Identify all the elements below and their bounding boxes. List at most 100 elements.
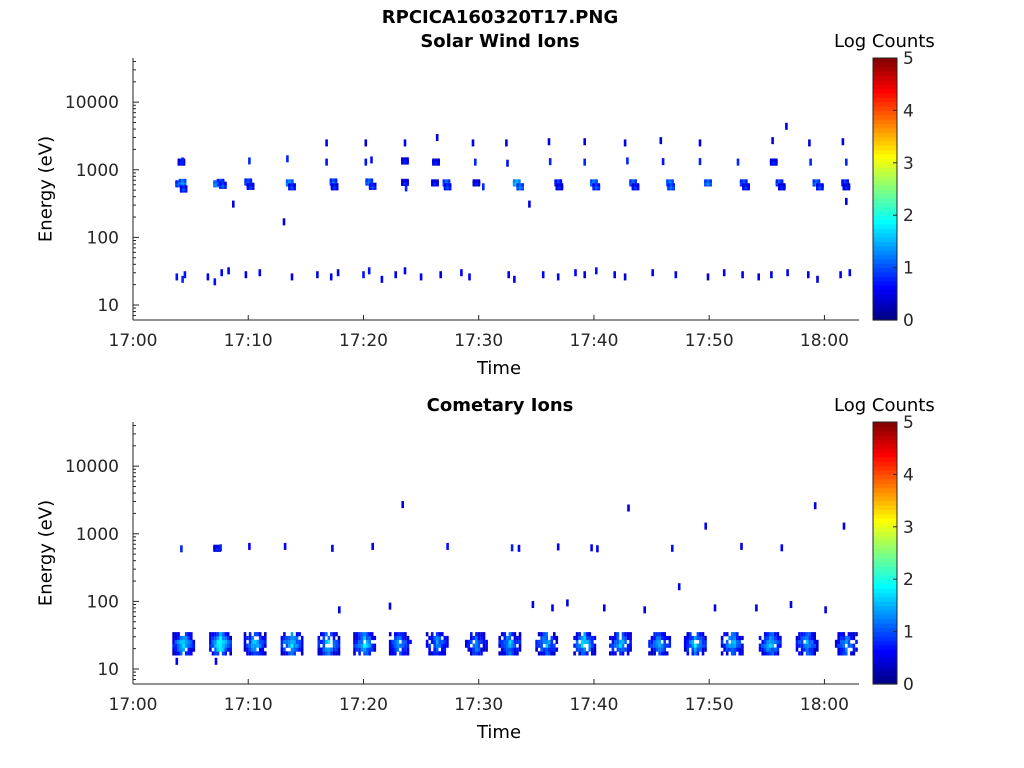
heatmap-cell [365,647,369,652]
heatmap-cell [701,632,705,637]
colorbar-segment [873,570,897,576]
colorbar-segment [873,509,897,515]
colorbar-segment [873,491,897,497]
heatmap-cell [253,647,257,652]
heatmap-cell [295,647,299,652]
heatmap-cell [591,647,594,652]
y-tick-label: 100 [87,592,119,612]
heatmap-cell [771,635,775,641]
heatmap-cell [668,639,672,644]
heatmap-cell [595,183,598,187]
heatmap-cell [441,647,444,652]
heatmap-cell [771,647,775,652]
heatmap-cell [264,651,267,656]
heatmap-cell [472,643,476,648]
heatmap-cell [480,635,483,641]
heatmap-cell [325,651,328,656]
heatmap-cell [696,651,700,656]
heatmap-cell [776,635,780,641]
colorbar-segment [873,649,897,655]
heatmap-cell [264,643,267,648]
heatmap-cell [332,632,336,637]
colorbar-label: Log Counts [834,31,935,52]
heatmap-cell [334,178,338,182]
heatmap-cell [286,155,289,163]
heatmap-cell [813,502,817,510]
heatmap-cell [335,643,338,648]
heatmap-cell [619,647,622,652]
heatmap-cell [658,639,661,644]
heatmap-cell [779,639,782,644]
x-tick-label: 18:00 [800,695,849,715]
heatmap-cell [745,179,748,183]
heatmap-cell [438,643,442,648]
heatmap-cell [482,635,486,641]
heatmap-cell [406,157,409,161]
colorbar-segment [873,127,897,133]
heatmap-cell [769,639,772,644]
heatmap-cell [298,632,301,637]
colorbar-segment [873,271,897,277]
colorbar-segment [873,504,897,510]
heatmap-cell [320,647,323,652]
heatmap-cell [575,635,579,641]
heatmap-cell [511,643,514,648]
heatmap-cell [603,604,606,612]
heatmap-cell [574,269,577,277]
heatmap-cell [214,657,218,665]
heatmap-cell [365,643,369,648]
heatmap-cell [353,635,356,641]
heatmap-cell [187,651,191,656]
heatmap-cell [545,635,548,641]
heatmap-cell [190,639,193,644]
heatmap-cell [329,273,333,281]
heatmap-cell [837,647,840,652]
heatmap-cell [335,651,338,656]
heatmap-cell [626,647,630,652]
heatmap-cell [394,632,397,637]
colorbar-segment [873,258,897,264]
heatmap-cell [805,643,809,648]
heatmap-cell [852,635,856,641]
colorbar-segment [873,439,897,445]
heatmap-cell [665,651,669,656]
heatmap-cell [596,545,599,553]
heatmap-cell [214,632,217,637]
heatmap-cell [810,635,814,641]
heatmap-cell [513,275,516,283]
colorbar-segment [873,596,897,602]
heatmap-cell [355,632,359,637]
heatmap-cell [698,158,702,166]
heatmap-cell [179,639,183,644]
heatmap-cell [590,179,593,183]
heatmap-cell [182,647,185,652]
heatmap-cell [406,647,410,652]
heatmap-cell [659,137,663,145]
heatmap-cell [470,647,473,652]
colorbar-segment [873,219,897,225]
heatmap-cell [559,179,563,183]
heatmap-cell [295,635,299,641]
heatmap-cell [547,138,551,146]
heatmap-cell [477,639,481,644]
colorbar-segment [873,535,897,541]
heatmap-cell [590,544,593,552]
heatmap-cell [470,651,473,656]
heatmap-cell [290,651,294,656]
heatmap-cell [629,635,632,641]
heatmap-cell [506,647,509,652]
heatmap-cell [404,643,407,648]
heatmap-cell [769,643,772,648]
heatmap-cell [244,178,247,182]
heatmap-cell [485,647,488,652]
heatmap-cell [798,635,801,641]
heatmap-cell [763,635,767,641]
colorbar-segment [873,302,897,308]
heatmap-cell [813,651,816,656]
heatmap-cell [438,639,442,644]
heatmap-cell [626,632,630,637]
heatmap-cell [691,635,695,641]
heatmap-cell [283,632,286,637]
heatmap-cell [683,639,687,644]
heatmap-cell [518,647,522,652]
